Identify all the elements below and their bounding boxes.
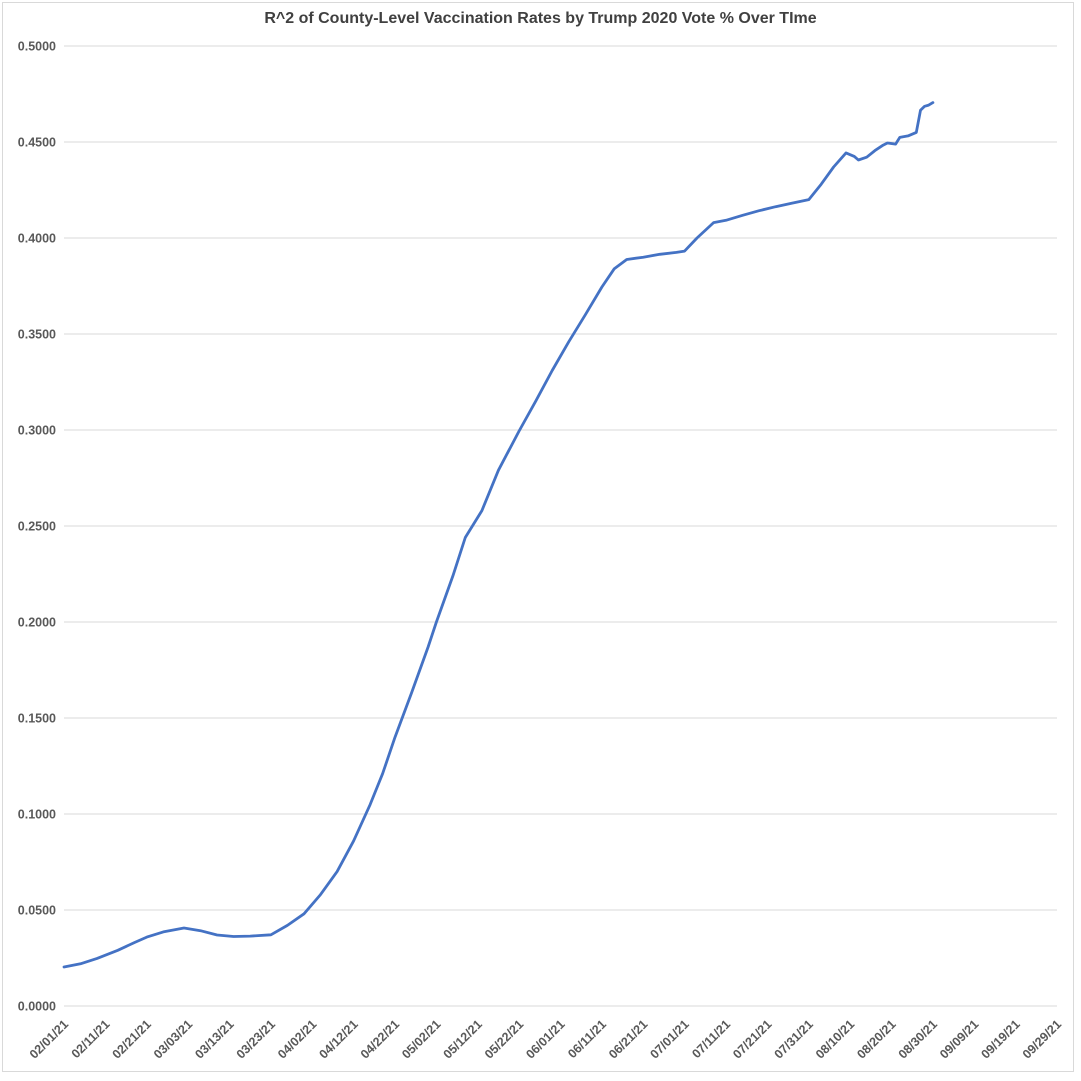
y-axis-tick-label: 0.4000: [18, 232, 56, 246]
x-axis-tick-label: 05/22/21: [482, 1017, 526, 1061]
x-axis-tick-label: 09/19/21: [978, 1017, 1022, 1061]
x-axis-tick-label: 06/21/21: [606, 1017, 650, 1061]
x-axis-tick-label: 09/29/21: [1020, 1017, 1064, 1061]
x-axis-tick-label: 08/10/21: [813, 1017, 857, 1061]
x-axis-tick-label: 04/22/21: [358, 1017, 402, 1061]
x-axis-tick-label: 03/13/21: [192, 1017, 236, 1061]
x-axis-tick-label: 09/09/21: [937, 1017, 981, 1061]
x-axis-tick-label: 02/01/21: [27, 1017, 71, 1061]
x-axis-tick-label: 02/21/21: [110, 1017, 154, 1061]
y-axis-tick-label: 0.2500: [18, 520, 56, 534]
x-axis-tick-label: 03/03/21: [151, 1017, 195, 1061]
x-axis-tick-label: 05/12/21: [441, 1017, 485, 1061]
x-axis-tick-label: 04/12/21: [316, 1017, 360, 1061]
x-axis-tick-label: 08/30/21: [896, 1017, 940, 1061]
x-axis-tick-label: 07/21/21: [730, 1017, 774, 1061]
x-axis-tick-label: 08/20/21: [854, 1017, 898, 1061]
x-axis-tick-label: 07/31/21: [772, 1017, 816, 1061]
y-axis-tick-label: 0.1500: [18, 712, 56, 726]
y-axis-tick-label: 0.3500: [18, 328, 56, 342]
x-axis-tick-label: 02/11/21: [69, 1017, 113, 1061]
y-axis-tick-label: 0.2000: [18, 616, 56, 630]
x-axis-tick-label: 03/23/21: [234, 1017, 278, 1061]
x-axis-tick-label: 06/11/21: [565, 1017, 609, 1061]
y-axis-tick-label: 0.5000: [18, 40, 56, 54]
y-axis-tick-label: 0.0500: [18, 904, 56, 918]
x-axis-tick-label: 06/01/21: [523, 1017, 567, 1061]
x-axis-tick-label: 07/11/21: [689, 1017, 733, 1061]
data-series-line: [62, 101, 935, 969]
y-axis-tick-label: 0.1000: [18, 808, 56, 822]
y-axis-tick-label: 0.4500: [18, 136, 56, 150]
x-axis-tick-label: 07/01/21: [647, 1017, 691, 1061]
x-axis-tick-label: 04/02/21: [275, 1017, 319, 1061]
x-axis-tick-label: 05/02/21: [399, 1017, 443, 1061]
y-axis-tick-label: 0.0000: [18, 1000, 56, 1014]
y-axis-tick-label: 0.3000: [18, 424, 56, 438]
chart-title: R^2 of County-Level Vaccination Rates by…: [264, 10, 817, 27]
